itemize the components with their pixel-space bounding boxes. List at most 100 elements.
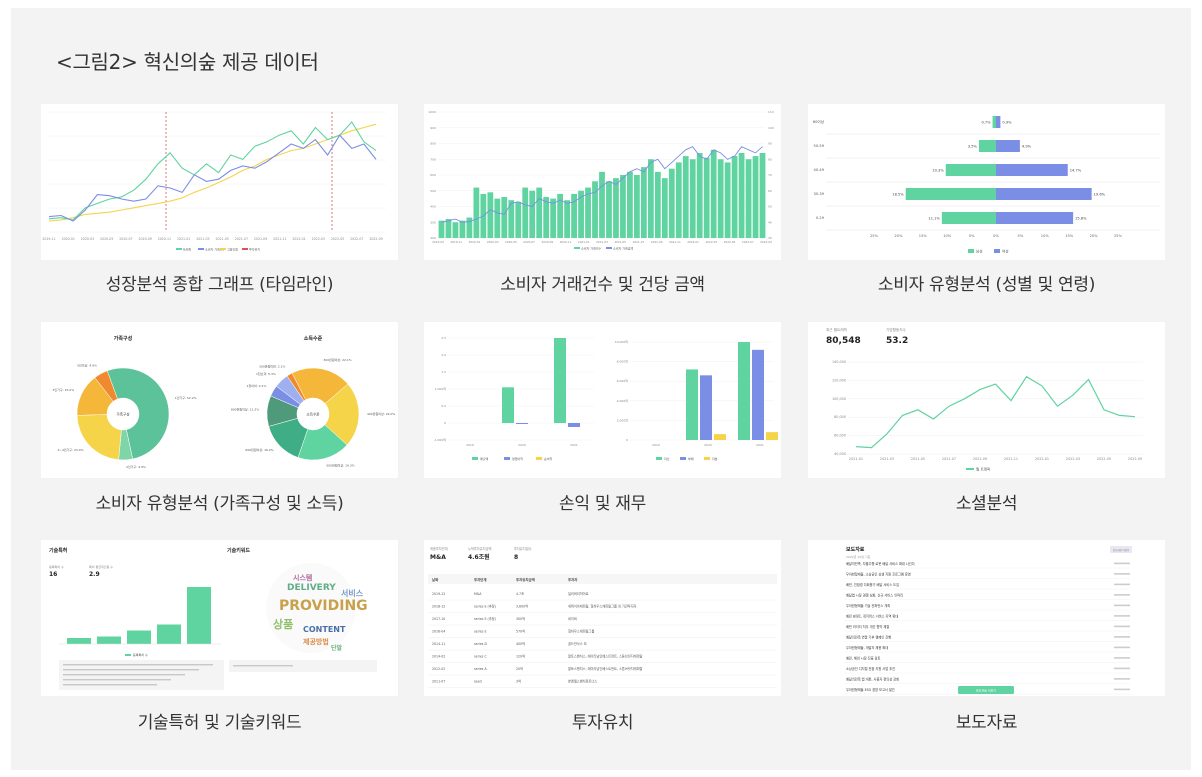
growth-chart-thumbnail[interactable]: 2019-11 2020-01 2020-03 2020-05 2020-07 2020-… [41, 104, 398, 260]
social-chart: 최근 월트래픽 80,548 기업활동지수 53.2 140,000 120,000 100… [826, 327, 1143, 472]
female-value: 19.6% [1094, 193, 1106, 197]
table-cell: 힐하우스캐피탈그룹 [568, 629, 594, 634]
year-label: 2021 [570, 443, 578, 447]
press-thumbnail[interactable]: 보도자료 2022년 10월 기준 보도자료 더보기 배달의민족, 자율주행 로봇 배… [808, 540, 1165, 696]
patent-bar [127, 630, 151, 644]
left-tick-label: 0.5 [441, 404, 446, 408]
x-tick-label: 2021-09 [651, 240, 663, 244]
legend-label: 자본 [712, 456, 718, 461]
left-tick-label: 1,000억 [435, 386, 447, 391]
press-item-date [1114, 615, 1130, 617]
x-tick-label: 2021-01 [177, 237, 190, 241]
legend-label: 매출액 [480, 456, 489, 461]
slice-label: 5인이상: 4.9% [77, 363, 97, 368]
right-tick-label: 10,000억 [615, 339, 628, 344]
note-line [233, 665, 293, 667]
income-center-label: 소득수준 [306, 412, 320, 417]
donut-slice [76, 414, 122, 461]
legend-swatch [176, 248, 182, 250]
x-tick-label: 2020-05 [100, 237, 113, 241]
year-label: 2021 [756, 443, 764, 447]
transaction-bar [592, 181, 598, 238]
x-tick-label: 2022-01 [687, 240, 699, 244]
right-tick-label: 40 [768, 220, 772, 224]
transaction-bar [557, 193, 564, 238]
right-tick-label: 90 [768, 142, 772, 146]
y-tick-label: 60,000 [834, 434, 846, 438]
caption-gender-age: 소비자 유형분석 (성별 및 연령) [877, 275, 1096, 295]
press-item-date [1114, 667, 1130, 670]
x-tick-label: 2022-05 [1097, 457, 1111, 461]
press-item-date [1114, 678, 1130, 680]
female-bar [996, 140, 1020, 152]
press-more-button [958, 686, 1014, 694]
transaction-bar [717, 159, 724, 238]
stat-value: 16 [49, 571, 57, 578]
right-tick-label: 100 [768, 126, 774, 130]
x-tick-label: 2022-09 [1128, 457, 1142, 461]
age-label: 60이상 [813, 119, 825, 124]
transaction-bar [473, 187, 480, 238]
legend-swatch [704, 457, 710, 460]
transaction-bar [689, 159, 696, 238]
table-cell: 네이버 [568, 616, 577, 621]
male-value: 11.1% [928, 217, 940, 221]
transaction-bar [501, 197, 508, 238]
caption-growth: 성장분석 종합 그래프 (타임라인) [105, 275, 334, 295]
stat-value: 8 [514, 554, 518, 561]
right-tick-label: 50 [768, 205, 772, 209]
investment-thumbnail[interactable]: 최종투자단계 M&A 누적투자유치금액 4.6조원 투자유치횟수 8 날짜 투자단계 투자유치금… [424, 540, 781, 696]
patents-thumbnail[interactable]: 기술특허 등록특허 수 16 특허 평균피인용 수 2.9 등록특허 수 기술키워드 PROV… [41, 540, 398, 696]
y-tick-label: 40,000 [834, 452, 846, 456]
table-cell: 알토스벤처스, 에이티넘인베스트먼트, 스톤브릿지캐피탈 [568, 666, 642, 671]
gender-age-chart-thumbnail[interactable]: 60이상 0.7% 0.9% 50-59 3.5% 4.9% 40-49 10.3% 14.7%… [808, 104, 1165, 260]
x-tick-label: 2021-11 [1004, 457, 1018, 461]
pnl-chart-thumbnail[interactable]: 2.5 2.0 1.5 1,000억 0.5 0 -1,000억 2019 2020 2021 매출… [424, 322, 781, 478]
table-cell: 2016-04 [432, 630, 445, 634]
transaction-bar [668, 168, 675, 238]
patent-bar [97, 636, 121, 644]
social-chart-thumbnail[interactable]: 최근 월트래픽 80,548 기업활동지수 53.2 140,000 120,000 100… [808, 322, 1165, 478]
x-tick-label: 2021-03 [196, 237, 209, 241]
table-header-bg [428, 574, 777, 584]
transactions-chart-thumbnail[interactable]: 1000 110 900 100 800 90 700 80 600 70 500 60 400 50 30… [424, 104, 781, 260]
legend-swatch [680, 457, 686, 460]
legend-swatch [994, 249, 1000, 253]
table-cell: series E [474, 630, 486, 634]
family-income-chart-thumbnail[interactable]: 가족구성 1인가구: 52.2% 2인가구: 4.9% 3~4인가구: 23.0% 3인… [41, 322, 398, 478]
table-header-cell: 투자자 [568, 577, 578, 582]
legend-label: 남성 [976, 249, 983, 254]
x-tick-label: 2020-03 [487, 240, 499, 244]
wordcloud-bg [266, 563, 356, 653]
table-cell: 400억 [516, 641, 525, 646]
transaction-bar [654, 171, 661, 238]
stat-label: 특허 평균피인용 수 [89, 564, 113, 569]
legend-label: 자산 [664, 456, 670, 461]
transaction-bar [452, 222, 459, 238]
series-yellow-line [48, 123, 377, 222]
x-tick-label: 2020-11 [158, 237, 171, 241]
transaction-bar [564, 200, 570, 238]
x-tick-label: 2020-01 [62, 237, 75, 241]
wordcloud-word: 상품 [273, 617, 293, 631]
x-tick-label: 2021-09 [254, 237, 267, 241]
table-cell: 20억 [516, 666, 523, 671]
press-item-date [1114, 562, 1130, 565]
transaction-bar [585, 187, 591, 238]
transaction-bar [515, 201, 522, 238]
stat-label: 최종투자단계 [430, 546, 448, 551]
left-tick-label: 2.5 [441, 336, 446, 340]
transaction-bar [508, 200, 515, 238]
keywords-note-box [229, 660, 377, 672]
table-cell: series A [474, 667, 487, 671]
stat-label: 기업활동지수 [886, 327, 907, 332]
x-tick-label: 2022-03 [1066, 457, 1080, 461]
press-item: 우아한형제들, 소상공인 상생 지원 프로그램 운영 [846, 572, 911, 577]
legend-swatch [574, 247, 580, 249]
table-cell: 골드만삭스 외 [568, 641, 587, 646]
legend-swatch [606, 247, 612, 249]
gender-age-chart: 60이상 0.7% 0.9% 50-59 3.5% 4.9% 40-49 10.3% 14.7%… [813, 116, 1160, 254]
stat-value: 53.2 [886, 336, 908, 346]
left-tick-label: 2.0 [441, 353, 446, 357]
left-tick-label: 500 [430, 189, 436, 193]
